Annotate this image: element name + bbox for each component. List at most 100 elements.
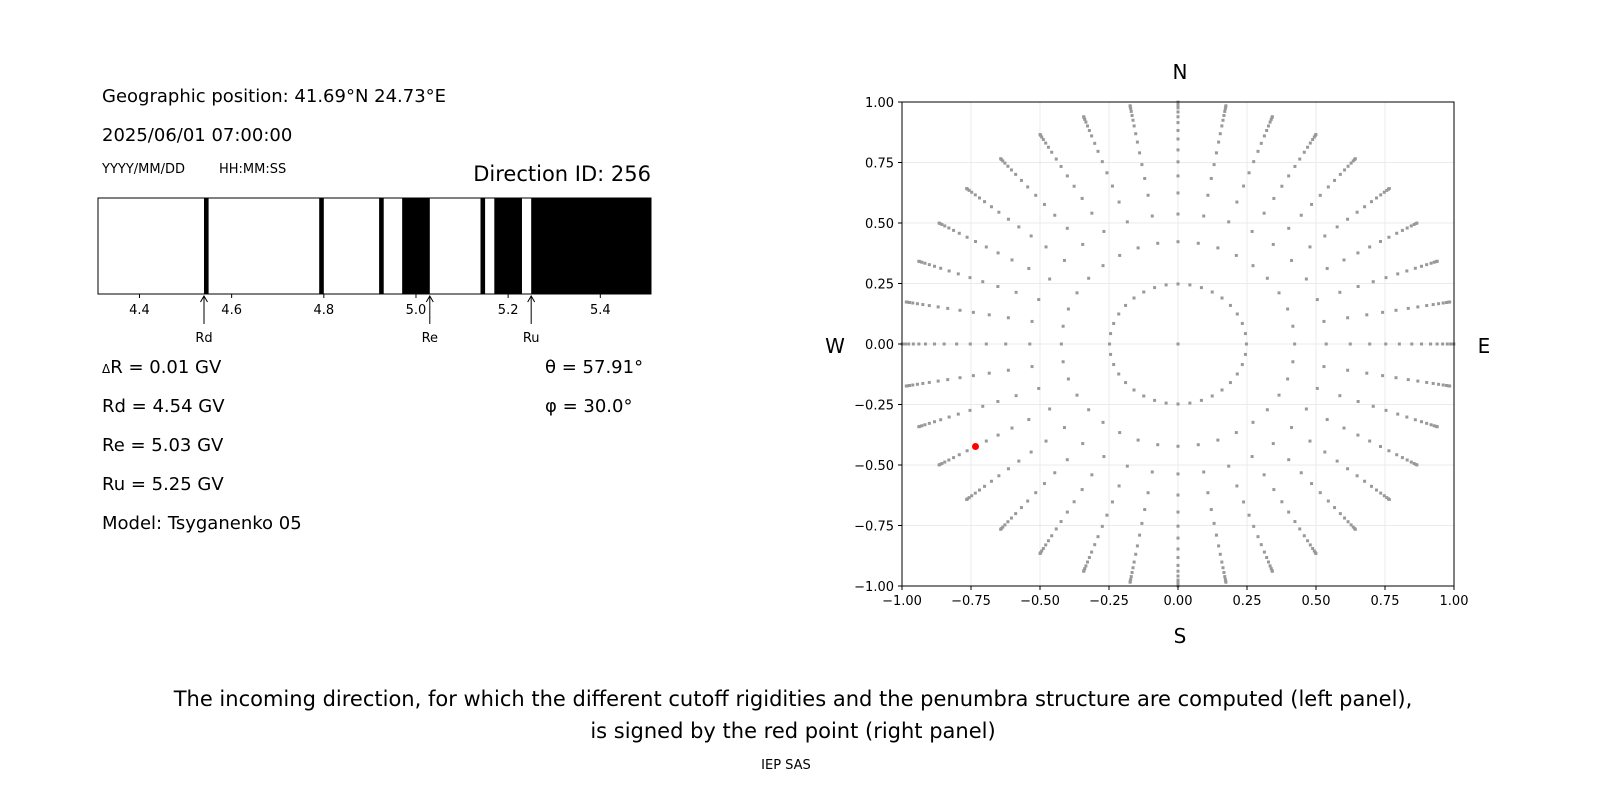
direction-point bbox=[1214, 151, 1218, 155]
direction-point bbox=[965, 235, 969, 239]
direction-point bbox=[1405, 415, 1409, 419]
direction-point bbox=[1371, 280, 1375, 284]
direction-point bbox=[981, 404, 985, 408]
direction-point bbox=[1210, 394, 1214, 398]
direction-point bbox=[1387, 235, 1391, 239]
direction-point bbox=[947, 458, 951, 462]
direction-point bbox=[932, 342, 936, 346]
direction-point bbox=[1199, 398, 1203, 402]
direction-point bbox=[983, 200, 987, 204]
direction-point bbox=[1019, 506, 1023, 510]
direction-point bbox=[1287, 174, 1291, 178]
direction-point bbox=[1129, 107, 1133, 111]
direction-point bbox=[1044, 141, 1048, 145]
direction-point bbox=[1306, 539, 1310, 543]
direction-point bbox=[1220, 296, 1224, 300]
direction-point bbox=[996, 251, 1000, 255]
direction-point bbox=[1176, 563, 1180, 567]
direction-point bbox=[1014, 290, 1018, 294]
direction-point bbox=[1356, 285, 1360, 289]
direction-point bbox=[1413, 266, 1417, 270]
direction-point bbox=[1250, 455, 1254, 459]
direction-point bbox=[1346, 467, 1350, 471]
direction-point bbox=[903, 342, 907, 346]
direction-point bbox=[1053, 471, 1057, 475]
direction-point bbox=[1112, 363, 1116, 367]
direction-point bbox=[1072, 184, 1076, 188]
direction-point bbox=[1176, 569, 1180, 573]
direction-point bbox=[1369, 200, 1373, 204]
direction-point bbox=[1355, 474, 1359, 478]
caption-line-2: is signed by the red point (right panel) bbox=[590, 719, 995, 743]
time-format-label: HH:MM:SS bbox=[219, 162, 286, 177]
direction-point bbox=[1176, 556, 1180, 560]
direction-point bbox=[1084, 564, 1088, 568]
direction-point bbox=[1096, 149, 1100, 153]
direction-point bbox=[1220, 560, 1224, 564]
x-tick-label: 0.50 bbox=[1302, 594, 1331, 609]
direction-point bbox=[1349, 161, 1353, 165]
delta-r-value: R = 0.01 GV bbox=[110, 357, 222, 378]
direction-point bbox=[1061, 324, 1065, 328]
direction-point bbox=[1382, 494, 1386, 498]
direction-point bbox=[1176, 240, 1180, 244]
direction-point bbox=[1416, 379, 1420, 383]
direction-point bbox=[973, 491, 977, 495]
direction-point bbox=[1222, 114, 1226, 118]
direction-point bbox=[1027, 418, 1031, 422]
direction-point bbox=[1062, 258, 1066, 262]
direction-point bbox=[1176, 110, 1180, 114]
direction-point bbox=[1124, 303, 1128, 307]
direction-point bbox=[1432, 424, 1436, 428]
direction-point bbox=[1146, 491, 1150, 495]
direction-point bbox=[955, 342, 959, 346]
direction-point bbox=[1396, 272, 1400, 276]
direction-point bbox=[1353, 157, 1357, 161]
direction-point bbox=[1085, 560, 1089, 564]
direction-point bbox=[1348, 342, 1352, 346]
direction-point bbox=[1308, 141, 1312, 145]
direction-point bbox=[1419, 264, 1423, 268]
direction-point bbox=[1132, 388, 1136, 392]
direction-point bbox=[1235, 312, 1239, 316]
direction-point bbox=[1387, 449, 1391, 453]
direction-point bbox=[1338, 394, 1342, 398]
direction-point bbox=[1138, 151, 1142, 155]
direction-point bbox=[1240, 321, 1244, 325]
direction-point bbox=[1431, 303, 1435, 307]
x-tick-label: 4.8 bbox=[313, 303, 334, 318]
direction-point bbox=[1286, 377, 1290, 381]
direction-point bbox=[999, 157, 1003, 161]
direction-point bbox=[1435, 259, 1439, 263]
direction-point bbox=[1267, 560, 1271, 564]
direction-point bbox=[1003, 161, 1007, 165]
direction-point bbox=[1315, 298, 1319, 302]
direction-point bbox=[1412, 462, 1416, 466]
direction-point bbox=[1311, 546, 1315, 550]
direction-point bbox=[1412, 222, 1416, 226]
direction-point bbox=[1010, 258, 1014, 262]
direction-point bbox=[1105, 513, 1109, 517]
direction-point bbox=[1108, 342, 1112, 346]
direction-point bbox=[1140, 163, 1144, 167]
direction-point bbox=[1176, 472, 1180, 476]
direction-point bbox=[987, 313, 991, 317]
direction-point bbox=[1375, 488, 1379, 492]
direction-point bbox=[1059, 342, 1063, 346]
direction-point bbox=[1100, 524, 1104, 528]
direction-point bbox=[1117, 484, 1121, 488]
direction-point bbox=[1110, 184, 1114, 188]
direction-point bbox=[1265, 276, 1269, 280]
direction-point bbox=[1394, 376, 1398, 380]
direction-point bbox=[968, 408, 972, 412]
direction-point bbox=[1387, 497, 1391, 501]
direction-point bbox=[1224, 580, 1228, 584]
geo-position: Geographic position: 41.69°N 24.73°E bbox=[102, 86, 446, 107]
direction-point bbox=[1425, 421, 1429, 425]
direction-point bbox=[1042, 482, 1046, 486]
direction-point bbox=[1075, 393, 1079, 397]
direction-point bbox=[1425, 304, 1429, 308]
direction-point bbox=[1041, 138, 1045, 142]
direction-point bbox=[907, 342, 911, 346]
direction-point bbox=[952, 228, 956, 232]
